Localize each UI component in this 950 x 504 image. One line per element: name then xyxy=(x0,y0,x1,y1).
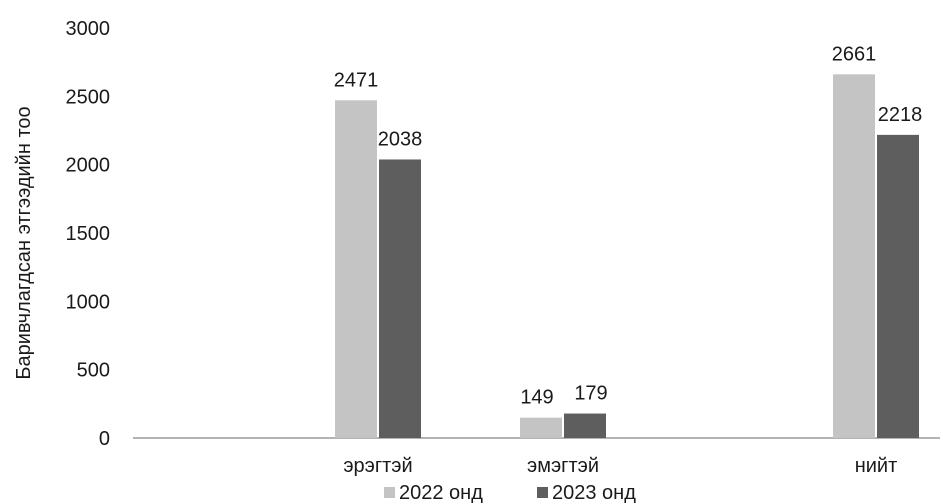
legend: 2022 онд 2023 онд xyxy=(384,482,636,504)
data-label: 2661 xyxy=(832,43,877,65)
y-tick-label: 1000 xyxy=(66,291,111,313)
y-tick-label: 2000 xyxy=(66,155,111,177)
bar xyxy=(520,417,562,438)
legend-swatch xyxy=(384,487,395,498)
data-label: 2218 xyxy=(878,104,923,126)
y-tick-label: 500 xyxy=(77,360,110,382)
y-axis-label: Баривчлагдсан этгээдийн тоо xyxy=(13,106,35,379)
data-label: 2038 xyxy=(378,128,423,150)
legend-swatch xyxy=(537,487,548,498)
y-tick-label: 2500 xyxy=(66,86,111,108)
bar xyxy=(564,413,606,438)
data-label: 179 xyxy=(574,383,607,405)
y-tick-label: 1500 xyxy=(66,223,111,245)
legend-label: 2022 онд xyxy=(399,482,483,504)
x-tick-label: эрэгтэй xyxy=(343,455,412,477)
y-tick-label: 3000 xyxy=(66,18,111,40)
x-tick-label: нийт xyxy=(855,455,898,477)
bar xyxy=(335,100,377,439)
legend-label: 2023 онд xyxy=(552,482,636,504)
x-tick-label: эмэгтэй xyxy=(527,455,599,477)
bar xyxy=(379,159,421,438)
data-label: 149 xyxy=(520,387,553,409)
data-label: 2471 xyxy=(334,69,379,91)
bar xyxy=(833,74,875,438)
bars: 2471 2038 149 179 2661 2218 xyxy=(334,43,923,439)
bar xyxy=(877,134,919,438)
y-tick-label: 0 xyxy=(99,428,110,450)
y-axis-ticks: 0 500 1000 1500 2000 2500 3000 xyxy=(66,18,111,450)
category-labels: эрэгтэй эмэгтэй нийт xyxy=(343,455,897,477)
